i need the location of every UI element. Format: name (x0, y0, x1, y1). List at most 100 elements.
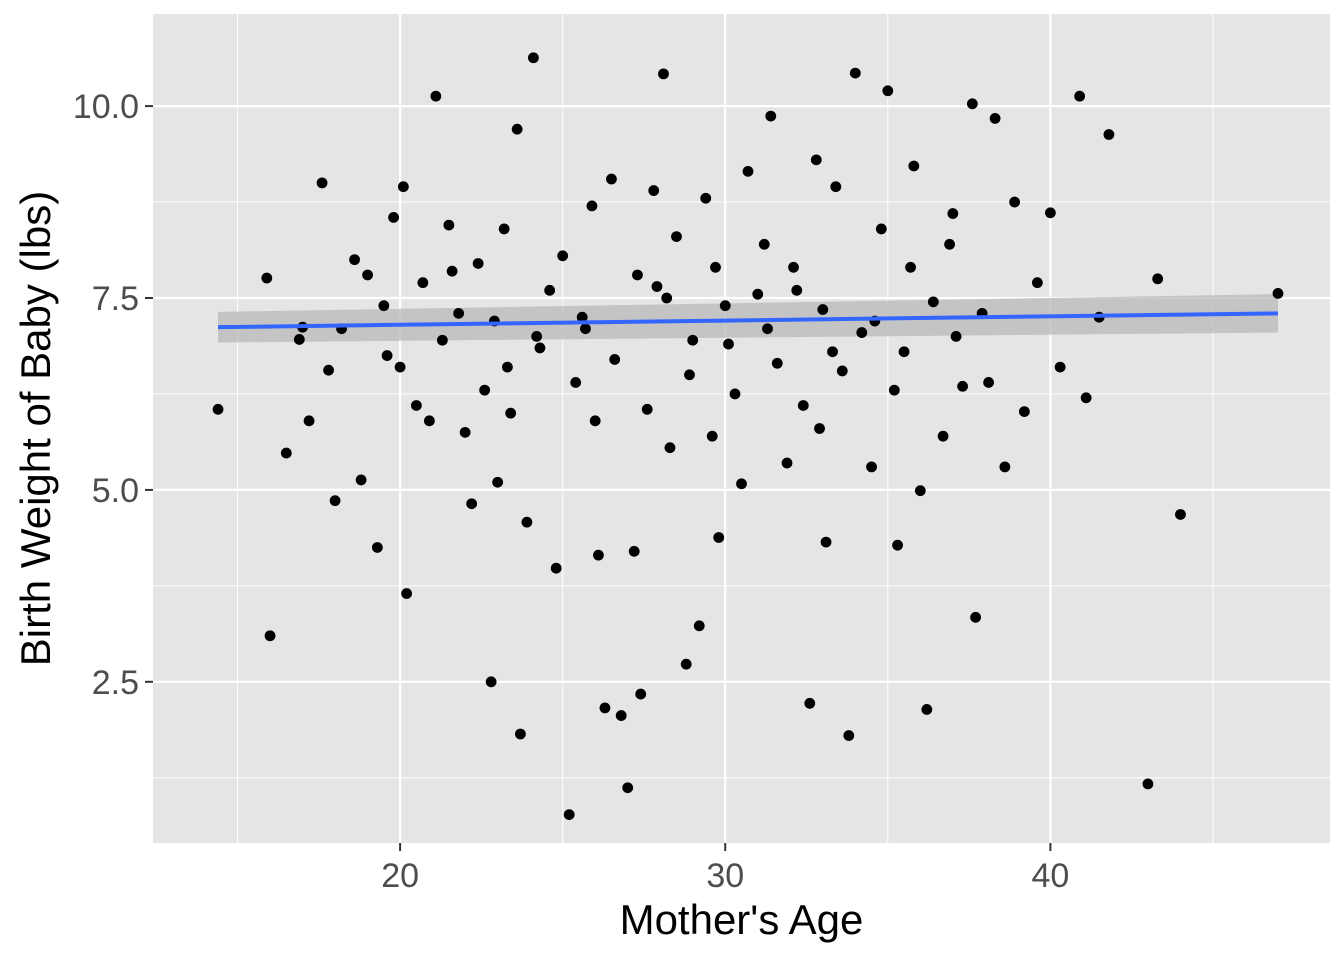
data-point (814, 423, 825, 434)
data-point (658, 68, 669, 80)
data-point (485, 676, 497, 688)
data-point (648, 185, 660, 196)
data-point (957, 380, 968, 392)
data-point (378, 300, 390, 312)
data-point (280, 447, 292, 459)
data-point (303, 415, 315, 427)
data-point (410, 400, 422, 411)
data-point (710, 261, 721, 273)
data-point (700, 192, 712, 204)
data-point (791, 284, 803, 296)
data-point (362, 269, 373, 281)
data-point (397, 181, 409, 193)
fit-line-layer (218, 311, 1279, 330)
data-point (810, 154, 822, 166)
data-point (609, 354, 621, 365)
data-point (472, 258, 484, 269)
data-point (836, 365, 848, 377)
data-point (563, 809, 575, 820)
data-point (1103, 129, 1115, 140)
data-point (849, 67, 861, 79)
y-tick-label: 2.5 (92, 664, 139, 702)
data-point (505, 407, 517, 419)
data-point (950, 330, 962, 342)
data-point (511, 123, 523, 135)
data-point (892, 539, 903, 551)
data-point (550, 562, 562, 574)
data-point (622, 782, 634, 794)
data-point (765, 110, 777, 122)
data-point (1175, 509, 1186, 520)
data-point (586, 200, 598, 212)
data-point (1054, 361, 1066, 373)
data-point (436, 334, 448, 346)
data-point (641, 403, 653, 415)
data-point (827, 346, 838, 358)
data-point (736, 478, 747, 490)
x-axis-title: Mother's Age (620, 896, 864, 943)
data-point (371, 542, 383, 553)
data-point (479, 384, 491, 396)
data-point (966, 98, 978, 110)
y-tick-label: 7.5 (92, 280, 139, 318)
y-tick-label: 10.0 (73, 88, 139, 126)
data-point (443, 219, 455, 231)
data-point (599, 702, 611, 714)
data-point (1080, 392, 1092, 404)
data-point (875, 223, 887, 235)
data-point (1031, 277, 1043, 289)
data-point (580, 323, 591, 335)
data-point (515, 728, 526, 740)
data-point (570, 377, 582, 388)
data-point (729, 388, 741, 400)
data-point (713, 532, 725, 543)
data-point (502, 361, 513, 373)
y-axis-title: Birth Weight of Baby (lbs) (12, 191, 59, 666)
data-point (521, 516, 533, 528)
data-point (323, 364, 334, 376)
data-point (927, 296, 939, 308)
data-point (544, 284, 556, 296)
data-point (635, 688, 647, 700)
data-point (576, 311, 588, 323)
plot-panel (153, 14, 1330, 843)
data-point (771, 357, 783, 369)
data-point (492, 476, 504, 488)
regression-line (218, 311, 1279, 330)
data-point (423, 415, 435, 427)
data-point (1018, 406, 1030, 418)
data-point (830, 181, 842, 193)
data-point (606, 173, 617, 185)
data-point (983, 377, 995, 388)
x-tick-label: 30 (706, 857, 744, 895)
data-point (680, 658, 692, 670)
data-point (264, 630, 276, 642)
data-point (498, 223, 510, 235)
y-axis: 2.5 5.0 7.5 10.0 (73, 88, 153, 702)
data-point (628, 545, 640, 557)
x-tick-label: 20 (381, 857, 419, 895)
data-point (908, 160, 920, 172)
data-point (466, 498, 478, 510)
data-point (1044, 207, 1056, 219)
data-point (970, 611, 981, 623)
data-point (843, 730, 855, 741)
data-point (797, 400, 809, 411)
data-point (661, 292, 673, 304)
data-point (1074, 90, 1086, 102)
data-point (1152, 273, 1164, 285)
data-point (394, 361, 406, 373)
data-point (632, 269, 643, 281)
minor-gridlines (153, 14, 1330, 843)
data-point (316, 177, 328, 189)
data-point (388, 212, 400, 223)
x-tick-label: 40 (1031, 857, 1069, 895)
data-point (293, 334, 305, 345)
data-point (898, 346, 910, 358)
data-point (781, 457, 793, 469)
data-point (589, 415, 601, 427)
data-point (664, 442, 676, 454)
data-point (856, 327, 868, 338)
